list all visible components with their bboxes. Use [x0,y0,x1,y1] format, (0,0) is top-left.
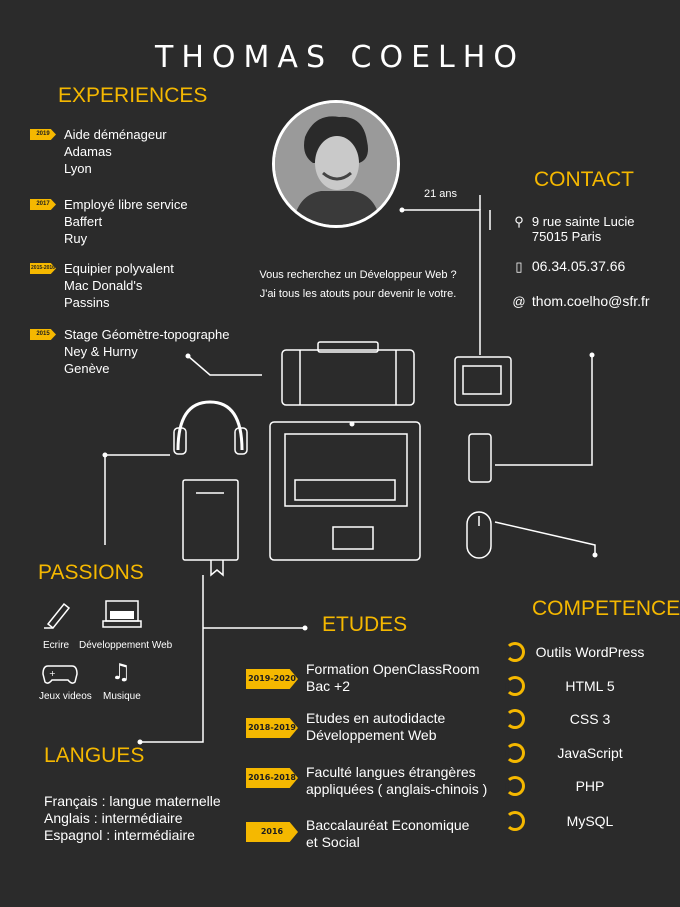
etude-detail: appliquées ( anglais-chinois ) [306,781,488,797]
experience-title: Stage Géomètre-topographe [64,327,230,342]
music-note-icon: ♫ [111,660,131,685]
experience-city: Ruy [64,231,88,246]
experience-year-badge: 2017 [30,199,56,210]
pen-icon [44,602,71,630]
skill-item: CSS 3 [505,709,655,733]
language-item: Espagnol : intermédiaire [44,827,195,843]
etude-year-badge: 2016 [246,822,298,842]
location-pin-icon: ⚲ [514,214,524,229]
competences-heading: COMPETENCES [532,597,680,620]
skill-label: Outils WordPress [535,644,645,660]
etude-item: Formation OpenClassRoom Bac +2 [306,661,480,695]
experience-item: 2015 Stage Géomètre-topographe Ney & Hur… [30,326,250,380]
passion-label: Développement Web [79,640,173,651]
etude-detail: Bac +2 [306,678,350,694]
svg-text:+: + [49,669,56,678]
experience-company: Adamas [64,144,112,159]
laptop-icon [102,600,142,628]
etude-detail: et Social [306,834,360,850]
passion-label: Musique [103,691,141,702]
passion-label: Jeux videos [39,691,92,702]
experience-item: 2017 Employé libre service Baffert Ruy [30,196,250,250]
experience-city: Genève [64,361,110,376]
experience-title: Aide déménageur [64,127,167,142]
experience-title: Equipier polyvalent [64,261,174,276]
skill-label: CSS 3 [569,711,611,727]
etude-detail: Développement Web [306,727,437,743]
etude-year-badge: 2019-2020 [246,669,298,689]
contact-heading: CONTACT [534,168,634,191]
skill-ring-icon [505,776,525,796]
experience-company: Ney & Hurny [64,344,138,359]
skill-label: MySQL [566,813,614,829]
skill-ring-icon [505,676,525,696]
skill-item: PHP [505,776,655,800]
profile-photo [272,100,400,228]
skill-ring-icon [505,743,525,763]
tagline-line: Vous recherchez un Développeur Web ? [259,269,457,281]
skill-label: HTML 5 [565,678,615,694]
experience-city: Lyon [64,161,92,176]
etude-title: Etudes en autodidacte [306,710,446,726]
experience-item: 2019 Aide déménageur Adamas Lyon [30,126,250,180]
etude-item: Faculté langues étrangères appliquées ( … [306,764,487,798]
skill-item: MySQL [505,811,655,835]
skill-label: JavaScript [557,745,623,761]
experience-item: 2015-2016 Equipier polyvalent Mac Donald… [30,260,250,314]
experiences-heading: EXPERIENCES [58,84,208,107]
address-street: 9 rue sainte Lucie [531,214,635,229]
skill-ring-icon [505,709,525,729]
etude-title: Formation OpenClassRoom [306,661,480,677]
etude-year-badge: 2018-2019 [246,718,298,738]
passions-heading: PASSIONS [38,561,144,584]
experience-year-badge: 2015 [30,329,56,340]
skill-ring-icon [505,642,525,662]
skill-item: Outils WordPress [505,642,655,666]
phone-icon: ▯ [515,259,523,274]
at-sign-icon: @ [512,294,526,309]
phone-number[interactable]: 06.34.05.37.66 [531,258,626,274]
experience-year-badge: 2015-2016 [30,263,56,274]
address-city: 75015 Paris [531,229,602,244]
experience-city: Passins [64,295,110,310]
skill-label: PHP [575,778,605,794]
etudes-heading: ETUDES [322,613,408,636]
etude-year-badge: 2016-2018 [246,768,298,788]
skill-item: JavaScript [505,743,655,767]
etude-item: Baccalauréat Economique et Social [306,817,469,851]
skill-item: HTML 5 [505,676,655,700]
etude-item: Etudes en autodidacte Développement Web [306,710,445,744]
candidate-name: THOMAS COELHO [155,40,525,75]
language-item: Anglais : intermédiaire [44,810,183,826]
passion-label: Ecrire [43,640,70,651]
age-label: 21 ans [424,188,458,200]
contact-email: @ thom.coelho@sfr.fr [510,293,650,309]
langues-heading: LANGUES [44,744,145,767]
language-item: Français : langue maternelle [44,793,221,809]
experience-company: Baffert [64,214,103,229]
skill-ring-icon [505,811,525,831]
contact-address: ⚲ 9 rue sainte Lucie 75015 Paris [510,214,635,244]
tagline: Vous recherchez un Développeur Web ? J'a… [258,266,458,304]
experience-year-badge: 2019 [30,129,56,140]
email-address[interactable]: thom.coelho@sfr.fr [531,293,650,309]
contact-phone: ▯ 06.34.05.37.66 [510,258,625,275]
languages-list: Français : langue maternelle Anglais : i… [44,793,221,844]
experience-company: Mac Donald's [64,278,143,293]
tagline-line: J'ai tous les atouts pour devenir le vot… [259,288,457,300]
portrait-placeholder-icon [275,103,397,225]
experience-title: Employé libre service [64,197,188,212]
etude-title: Faculté langues étrangères [306,764,476,780]
etude-title: Baccalauréat Economique [306,817,470,833]
gamepad-icon: + [42,665,78,684]
